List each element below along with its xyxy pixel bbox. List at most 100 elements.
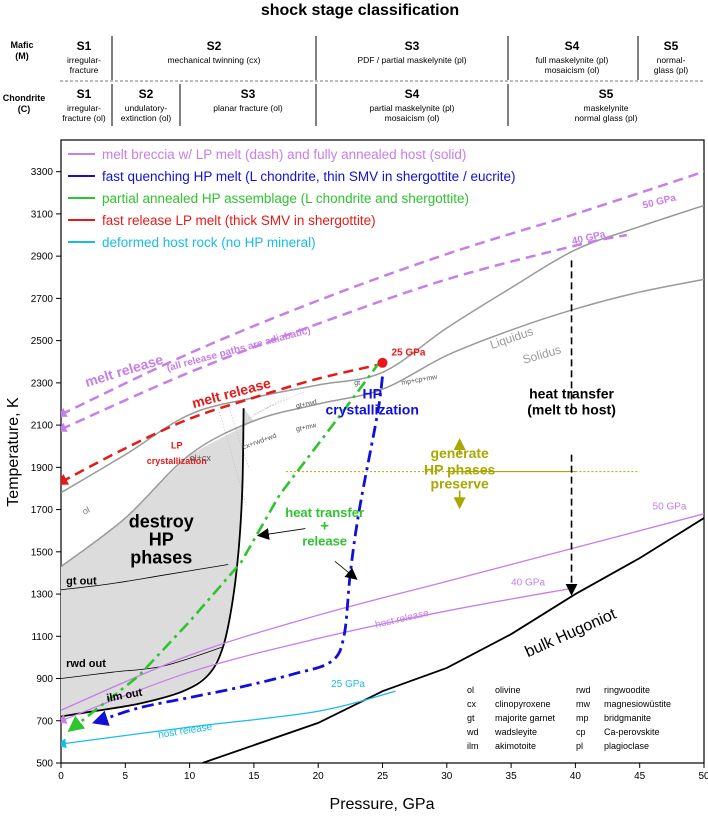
- label-gt: gt: [354, 380, 360, 387]
- chondrite-s4-desc-2: mosaicism (ol): [385, 113, 440, 123]
- mafic-s2: S2: [207, 39, 222, 53]
- mafic-s2-desc: mechanical twinning (cx): [167, 55, 260, 65]
- label-gt-rwd: gt+rwd: [295, 399, 317, 410]
- host-release-40: [61, 587, 576, 724]
- y-tick-label: 1900: [31, 463, 54, 474]
- lp-melt-release: [61, 362, 383, 485]
- y-tick-label: 3300: [31, 167, 54, 178]
- label-hp-cryst-1: HP: [362, 386, 381, 402]
- label-p25: 25 GPa: [392, 347, 426, 358]
- abbr-code: pl: [576, 741, 583, 751]
- mafic-s5-desc-2: glass (pl): [654, 65, 689, 75]
- legend-entry: deformed host rock (no HP mineral): [102, 235, 316, 250]
- chondrite-s1: S1: [77, 87, 92, 101]
- label-host-25: 25 GPa: [331, 679, 365, 690]
- mafic-s3: S3: [405, 39, 420, 53]
- mafic-s5: S5: [664, 39, 679, 53]
- melt-release-50: [61, 170, 704, 417]
- label-hp-phases: HP phases: [424, 462, 496, 478]
- label-lp-cryst-2: crystallization: [147, 456, 207, 466]
- mafic-s3-desc: PDF / partial maskelynite (pl): [357, 55, 466, 65]
- x-tick-label: 10: [184, 771, 196, 782]
- x-tick-label: 40: [570, 771, 582, 782]
- abbr-name: wadsleyite: [494, 727, 537, 737]
- label-ol: ol: [81, 505, 92, 517]
- y-tick-label: 2100: [31, 421, 54, 432]
- phase-field-hatch: [253, 397, 287, 415]
- mafic-s4-desc-2: mosaicism (ol): [545, 65, 600, 75]
- chondrite-s2-desc: undulatory-: [125, 103, 168, 113]
- bulk-hugoniot-curve: [202, 517, 704, 763]
- phase-field-hatch: [244, 405, 271, 422]
- abbr-name: clinopyroxene: [495, 699, 551, 709]
- chondrite-s5-desc: maskelynite: [584, 103, 629, 113]
- label-generate: generate: [430, 445, 489, 461]
- label-ht-release-1: heat transfer: [285, 505, 364, 520]
- y-tick-label: 500: [36, 759, 53, 770]
- legend-entry: melt breccia w/ LP melt (dash) and fully…: [102, 147, 466, 162]
- abbr-name: bridgmanite: [604, 713, 651, 723]
- label-hp-cryst-2: crystallization: [326, 402, 419, 418]
- label-gt-mw: gt+mw: [295, 422, 318, 433]
- gt-out-line: [61, 564, 229, 591]
- hp-quench-path: [91, 376, 384, 726]
- label-lp-melt-release: melt release: [190, 375, 273, 411]
- mafic-row-abbr: (M): [15, 51, 29, 61]
- abbr-name: majorite garnet: [495, 713, 556, 723]
- x-tick-label: 20: [313, 771, 325, 782]
- y-tick-label: 900: [36, 674, 53, 685]
- y-tick-label: 3100: [31, 209, 54, 220]
- chondrite-s2: S2: [139, 87, 154, 101]
- chondrite-row: Chondrite (C) S1 irregular- fracture (ol…: [3, 84, 638, 126]
- label-liquidus: Liquidus: [488, 324, 535, 352]
- chondrite-row-label: Chondrite: [3, 93, 46, 103]
- x-tick-label: 0: [58, 771, 64, 782]
- chondrite-s3: S3: [241, 87, 256, 101]
- label-solidus: Solidus: [521, 342, 563, 366]
- mafic-s1-desc: irregular-: [67, 55, 101, 65]
- solidus-curve: [61, 278, 704, 568]
- label-ht-release-3: release: [302, 533, 347, 548]
- x-tick-label: 5: [123, 771, 129, 782]
- chondrite-row-abbr: (C): [18, 104, 31, 114]
- chondrite-s1-desc-2: fracture (ol): [62, 113, 106, 123]
- abbr-code: mp: [576, 713, 589, 723]
- melt-point: [377, 357, 388, 368]
- abbr-name: akimotoite: [495, 741, 536, 751]
- legend-entry: fast quenching HP melt (L chondrite, thi…: [102, 169, 515, 184]
- y-tick-label: 2900: [31, 252, 54, 263]
- x-tick-label: 30: [441, 771, 453, 782]
- phase-field-hatch: [266, 391, 306, 409]
- host-release-50: [61, 513, 704, 711]
- abbr-code: gt: [467, 713, 475, 723]
- abbr-name: ringwoodite: [604, 685, 650, 695]
- label-heat-transfer-2: (melt to host): [527, 402, 616, 418]
- abbr-code: ol: [467, 685, 474, 695]
- host-release-25: [61, 690, 396, 749]
- chondrite-s1-desc: irregular-: [67, 103, 101, 113]
- annot-arrow-right: [334, 561, 358, 580]
- x-tick-label: 50: [698, 771, 708, 782]
- y-tick-label: 1100: [31, 632, 53, 643]
- abbr-name: Ca-perovskite: [604, 727, 660, 737]
- chondrite-s2-desc-2: extinction (ol): [121, 113, 172, 123]
- chondrite-s5: S5: [599, 87, 614, 101]
- mafic-s1-desc-2: fracture: [70, 65, 99, 75]
- y-tick-label: 1500: [31, 547, 54, 558]
- label-host-release: host release: [374, 608, 430, 631]
- label-preserve: preserve: [430, 475, 489, 491]
- abbr-name: olivine: [495, 685, 521, 695]
- label-bulk-hugoniot: bulk Hugoniot: [523, 606, 620, 662]
- label-host-40: 40 GPa: [511, 578, 545, 589]
- label-destroy-2: HP: [149, 529, 174, 549]
- chondrite-s4-desc: partial maskelynite (pl): [369, 103, 454, 113]
- mafic-s5-desc: normal-: [657, 55, 686, 65]
- label-heat-transfer-1: heat transfer: [529, 386, 614, 402]
- abbr-code: ilm: [467, 741, 479, 751]
- x-tick-label: 15: [248, 771, 260, 782]
- plot-content: [61, 170, 704, 763]
- abbr-name: magnesiowüstite: [604, 699, 671, 709]
- legend: melt breccia w/ LP melt (dash) and fully…: [68, 147, 515, 250]
- abbr-code: cx: [467, 699, 477, 709]
